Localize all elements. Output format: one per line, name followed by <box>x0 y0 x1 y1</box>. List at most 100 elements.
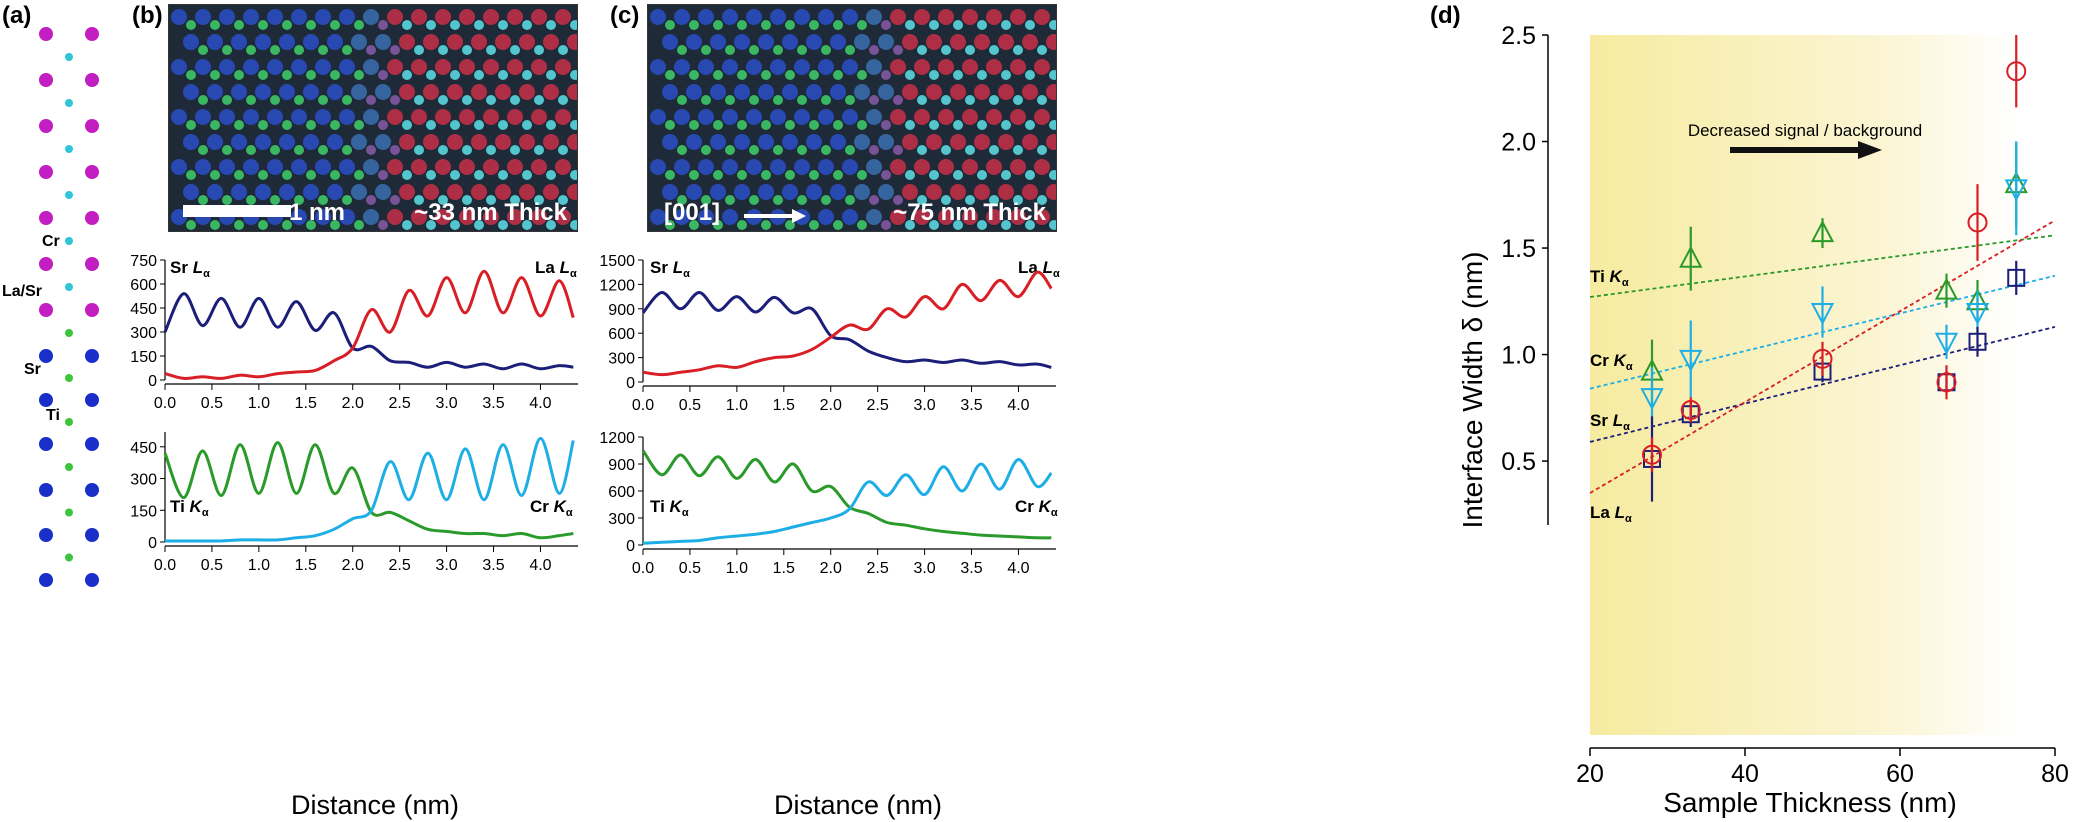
atom-column <box>291 59 307 75</box>
atom-column <box>662 84 678 100</box>
atom-a-site <box>39 437 53 451</box>
atom-column <box>411 59 427 75</box>
atom-column <box>950 84 966 100</box>
profile-c-top-x-tick-label: 4.0 <box>1007 397 1029 414</box>
atom-column <box>183 134 199 150</box>
atom-b-site <box>65 145 73 153</box>
atom-column <box>821 95 831 105</box>
atom-column <box>818 159 834 175</box>
atom-column <box>941 195 951 205</box>
atom-column <box>507 59 523 75</box>
atom-column <box>689 120 699 130</box>
atom-column <box>495 184 511 200</box>
atom-column <box>207 34 223 50</box>
atom-column <box>255 34 271 50</box>
atom-column <box>426 220 436 230</box>
atom-column <box>878 184 894 200</box>
atom-column <box>758 84 774 100</box>
atom-column <box>219 9 235 25</box>
atom-column <box>558 145 568 155</box>
atom-column <box>674 159 690 175</box>
atom-column <box>303 84 319 100</box>
atom-column <box>339 59 355 75</box>
atom-column <box>677 145 687 155</box>
atom-column <box>522 170 532 180</box>
atom-column <box>842 209 858 225</box>
atom-column <box>210 220 220 230</box>
atom-column <box>965 45 975 55</box>
profile-c-bottom-series-Cr-Kα <box>642 458 1053 545</box>
atom-column <box>938 159 954 175</box>
scale-bar-label: 1 nm <box>289 199 346 226</box>
annotation-text: Decreased signal / background <box>1688 121 1922 140</box>
atom-column <box>866 209 882 225</box>
atom-column <box>342 95 352 105</box>
atom-column <box>881 120 891 130</box>
x-tick-label: 20 <box>1576 760 1604 788</box>
atom-column <box>770 109 786 125</box>
atom-column <box>797 95 807 105</box>
atom-column <box>459 59 475 75</box>
atom-column <box>650 109 666 125</box>
svg-text:La Lα: La Lα <box>535 258 577 280</box>
atom-column <box>414 145 424 155</box>
atom-column <box>327 34 343 50</box>
atom-column <box>809 220 819 230</box>
atom-column <box>462 95 472 105</box>
atom-column <box>210 170 220 180</box>
atom-column <box>267 9 283 25</box>
svg-text:Cr Kα: Cr Kα <box>530 497 573 519</box>
atom-column <box>854 34 870 50</box>
atom-column <box>423 84 439 100</box>
profile-c-bottom-y-tick-label: 900 <box>608 457 635 474</box>
atom-column <box>354 170 364 180</box>
atom-column <box>734 184 750 200</box>
atom-column <box>522 20 532 30</box>
atom-column <box>510 95 520 105</box>
atom-column <box>773 45 783 55</box>
atom-column <box>387 59 403 75</box>
atom-column <box>890 9 906 25</box>
profile-b-bottom-y-tick-label: 450 <box>130 440 157 457</box>
x-tick-label: 40 <box>1731 760 1759 788</box>
atom-column <box>483 109 499 125</box>
profile-c-bottom-x-tick-label: 2.0 <box>820 560 842 577</box>
atom-column <box>1001 70 1011 80</box>
atom-column <box>977 120 987 130</box>
atom-column <box>258 20 268 30</box>
data-point <box>1640 388 1664 411</box>
profile-b-top-y-tick-label: 450 <box>130 301 157 318</box>
atom-column <box>713 20 723 30</box>
atom-column <box>1049 20 1056 30</box>
atom-column <box>746 59 762 75</box>
atom-column <box>186 20 196 30</box>
atom-column <box>965 145 975 155</box>
atom-column <box>198 145 208 155</box>
atom-column <box>662 184 678 200</box>
atom-column <box>950 34 966 50</box>
atom-a-site <box>39 349 53 363</box>
atom-column <box>246 195 256 205</box>
atom-column <box>534 195 544 205</box>
atom-column <box>878 34 894 50</box>
atom-column <box>351 84 367 100</box>
atom-column <box>186 220 196 230</box>
atom-column <box>686 34 702 50</box>
atom-column <box>570 20 577 30</box>
atom-column <box>773 145 783 155</box>
atom-column <box>531 109 547 125</box>
profile-c-top-y-tick-label: 300 <box>608 351 635 368</box>
atom-column <box>399 84 415 100</box>
atom-column <box>315 209 331 225</box>
profile-c-bottom-x-tick-label: 0.5 <box>679 560 701 577</box>
atom-column <box>761 220 771 230</box>
atom-column <box>1049 220 1056 230</box>
panel-label-c: (c) <box>610 2 640 29</box>
atom-column <box>938 9 954 25</box>
atom-column <box>246 95 256 105</box>
atom-column <box>761 70 771 80</box>
atom-column <box>746 109 762 125</box>
atom-column <box>462 195 472 205</box>
atom-column <box>330 170 340 180</box>
atom-column <box>941 45 951 55</box>
